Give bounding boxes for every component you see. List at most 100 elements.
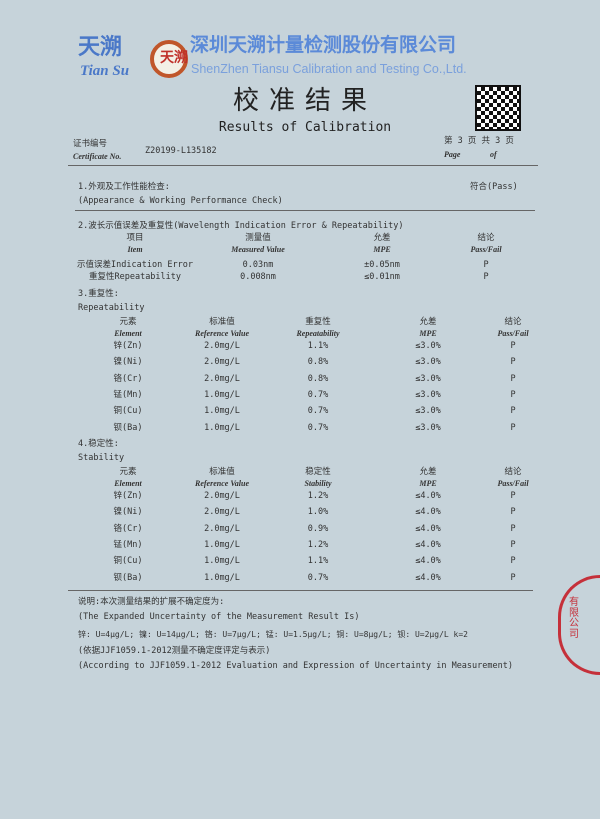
header-cn: 稳定性 bbox=[305, 467, 331, 477]
table-header: 元素 Element 标准值 Reference Value 重复性 Repeatabil… bbox=[0, 317, 600, 338]
table-cell: P bbox=[510, 341, 516, 351]
table-cell: 1.1% bbox=[307, 341, 329, 351]
header-en: Measured Value bbox=[231, 245, 285, 254]
table-cell: 钡(Ba) bbox=[113, 422, 143, 433]
table-cell: ≤3.0% bbox=[415, 389, 441, 400]
title-cn: 校准结果 bbox=[232, 86, 378, 116]
header-en: Pass/Fail bbox=[497, 329, 529, 338]
header-en: Stability bbox=[304, 479, 332, 488]
header-cn: 元素 bbox=[119, 467, 137, 477]
table-cell: P bbox=[510, 556, 516, 567]
table-cell: 2.0mg/L bbox=[204, 341, 240, 351]
table-cell: P bbox=[483, 272, 489, 282]
table-cell: ≤3.0% bbox=[415, 357, 441, 368]
table-cell: 0.8% bbox=[307, 357, 329, 368]
cert-number: Z20199-L135182 bbox=[145, 146, 217, 156]
page-number-cn: 第 3 页 共 3 页 bbox=[444, 136, 514, 146]
header-cn: 结论 bbox=[504, 467, 522, 477]
table-cell: 2.0mg/L bbox=[204, 373, 240, 384]
table-cell: 0.8% bbox=[307, 373, 329, 384]
note-line: 锌: U=4μg/L; 镍: U=14μg/L; 铬: U=7μg/L; 锰: … bbox=[78, 630, 468, 639]
table-cell: 0.7% bbox=[307, 389, 329, 400]
table-row: 铬(Cr) 2.0mg/L 0.9% ≤4.0% P bbox=[0, 523, 600, 539]
note-line: 说明:本次测量结果的扩展不确定度为: bbox=[78, 597, 225, 607]
table-row: 示值误差Indication Error 0.03nm ±0.05nm P bbox=[0, 260, 600, 275]
table-cell: 0.008nm bbox=[240, 272, 276, 282]
table-cell: 锰(Mn) bbox=[113, 389, 143, 400]
table-cell: ≤4.0% bbox=[415, 556, 441, 567]
table-cell: 钡(Ba) bbox=[113, 572, 143, 583]
table-cell: 铬(Cr) bbox=[113, 373, 143, 384]
table-cell: ≤0.01nm bbox=[364, 272, 400, 282]
cert-label-en: Certificate No. bbox=[73, 152, 122, 161]
s4-title-en: Stability bbox=[78, 453, 125, 463]
s1-result: 符合(Pass) bbox=[470, 182, 518, 192]
table-cell: P bbox=[510, 406, 516, 417]
divider bbox=[68, 165, 538, 166]
table-cell: 1.2% bbox=[307, 491, 329, 501]
header-cn: 项目 bbox=[126, 233, 144, 243]
header-cn: 标准值 bbox=[209, 467, 235, 477]
table-cell: P bbox=[510, 507, 516, 518]
qr-code bbox=[475, 85, 521, 131]
table-cell: ≤3.0% bbox=[415, 406, 441, 417]
table-row: 锰(Mn) 1.0mg/L 0.7% ≤3.0% P bbox=[0, 389, 600, 405]
table-row: 钡(Ba) 1.0mg/L 0.7% ≤3.0% P bbox=[0, 422, 600, 438]
cert-label-cn: 证书编号 bbox=[73, 139, 108, 149]
table-cell: P bbox=[510, 491, 516, 501]
table-cell: ≤3.0% bbox=[415, 422, 441, 433]
table-cell: ≤4.0% bbox=[415, 507, 441, 518]
table-cell: 2.0mg/L bbox=[204, 523, 240, 534]
page-label-en: Page bbox=[444, 150, 461, 159]
table-row: 锌(Zn) 2.0mg/L 1.1% ≤3.0% P bbox=[0, 341, 600, 356]
table-cell: 铬(Cr) bbox=[113, 523, 143, 534]
brand-en: Tian Su bbox=[80, 63, 130, 79]
table-cell: 锌(Zn) bbox=[113, 491, 143, 501]
table-cell: 锰(Mn) bbox=[113, 539, 143, 550]
title-en: Results of Calibration bbox=[218, 120, 392, 135]
header-en: Element bbox=[114, 479, 142, 488]
table-cell: ≤4.0% bbox=[415, 572, 441, 583]
s1-title: 1.外观及工作性能检查: bbox=[78, 182, 170, 192]
note-line: (According to JJF1059.1-2012 Evaluation … bbox=[78, 661, 513, 671]
table-cell: 1.0mg/L bbox=[204, 406, 240, 417]
table-cell: 2.0mg/L bbox=[204, 491, 240, 501]
table-row: 钡(Ba) 1.0mg/L 0.7% ≤4.0% P bbox=[0, 572, 600, 588]
header-cn: 允差 bbox=[419, 467, 437, 477]
company-stamp: 有限公司 bbox=[558, 575, 600, 675]
table-cell: ±0.05nm bbox=[364, 260, 400, 270]
header-cn: 结论 bbox=[504, 317, 522, 327]
table-cell: ≤3.0% bbox=[415, 373, 441, 384]
header-cn: 测量值 bbox=[245, 233, 271, 243]
header-en: Reference Value bbox=[195, 479, 249, 488]
table-cell: 1.2% bbox=[307, 539, 329, 550]
divider bbox=[68, 590, 533, 591]
header-en: Repeatability bbox=[296, 329, 340, 338]
table-row: 锌(Zn) 2.0mg/L 1.2% ≤4.0% P bbox=[0, 491, 600, 506]
header-en: MPE bbox=[419, 329, 437, 338]
header-en: Reference Value bbox=[195, 329, 249, 338]
table-cell: 铜(Cu) bbox=[113, 406, 143, 417]
s3-title: 3.重复性: bbox=[78, 289, 119, 299]
header-en: Element bbox=[114, 329, 142, 338]
table-cell: 2.0mg/L bbox=[204, 357, 240, 368]
header-cn: 重复性 bbox=[305, 317, 331, 327]
table-row: 镍(Ni) 2.0mg/L 0.8% ≤3.0% P bbox=[0, 357, 600, 372]
table-cell: P bbox=[510, 373, 516, 384]
table-cell: P bbox=[483, 260, 489, 270]
table-cell: P bbox=[510, 422, 516, 433]
table-cell: 0.7% bbox=[307, 406, 329, 417]
table-cell: 1.1% bbox=[307, 556, 329, 567]
header-en: MPE bbox=[373, 245, 391, 254]
table-cell: 0.9% bbox=[307, 523, 329, 534]
table-cell: 1.0mg/L bbox=[204, 422, 240, 433]
table-cell: 重复性Repeatability bbox=[88, 272, 182, 282]
header-en: Pass/Fail bbox=[470, 245, 502, 254]
table-cell: ≤4.0% bbox=[415, 491, 441, 501]
table-cell: P bbox=[510, 572, 516, 583]
table-cell: 镍(Ni) bbox=[113, 357, 143, 368]
table-row: 镍(Ni) 2.0mg/L 1.0% ≤4.0% P bbox=[0, 507, 600, 522]
table-cell: 示值误差Indication Error bbox=[77, 260, 193, 270]
table-cell: 铜(Cu) bbox=[113, 556, 143, 567]
header-cn: 允差 bbox=[419, 317, 437, 327]
